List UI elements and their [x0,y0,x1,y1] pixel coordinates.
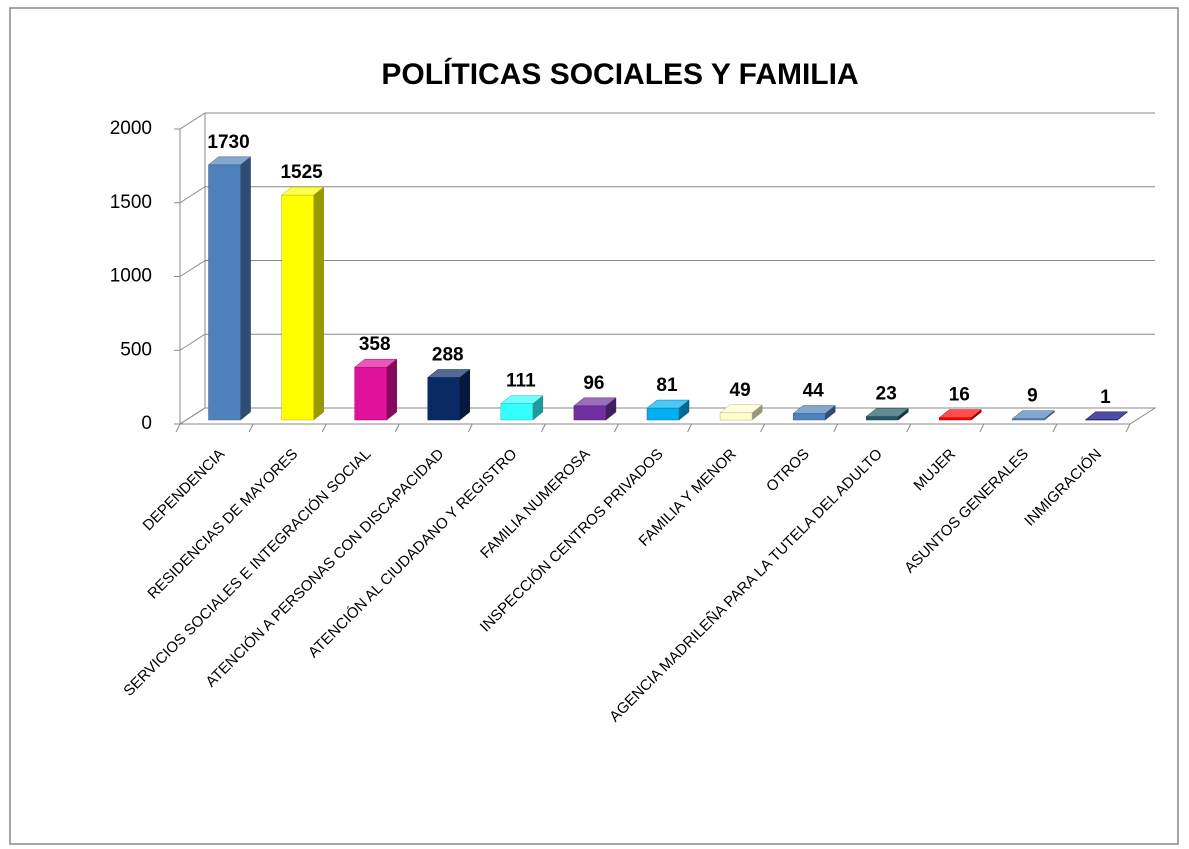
y-tick-label: 1500 [110,192,152,213]
bar-front [865,416,899,421]
bar [646,399,690,421]
bar-side [386,358,397,421]
x-tick-mark [321,423,327,433]
bar-front [281,194,314,421]
bar-side [313,186,324,421]
x-tick-mark [833,423,839,433]
bar-top [938,409,983,418]
x-tick-mark [394,423,400,433]
x-tick-mark [760,423,766,433]
x-tick-mark [540,423,546,433]
bar-front [792,413,826,421]
x-tick-mark [1052,423,1058,433]
x-tick-mark [906,423,912,433]
bar-front [427,377,461,421]
bar-top [353,358,398,368]
bar-front [573,405,607,421]
value-label: 96 [583,373,604,394]
bar-front [208,164,241,421]
bar-side [459,368,471,421]
grid-line [179,260,1155,277]
bar [573,397,617,421]
x-tick-mark [1125,423,1131,433]
bar-front [939,417,972,421]
value-label: 23 [876,384,897,405]
value-label: 81 [656,375,678,396]
x-tick-mark [175,423,181,433]
value-label: 1730 [207,132,249,153]
bar [938,409,983,421]
value-label: 288 [432,345,464,366]
bar-front [719,412,753,421]
bar [719,404,763,421]
x-tick-mark [979,423,985,433]
value-label: 1525 [280,162,323,183]
value-label: 9 [1027,386,1038,407]
bar-front [354,366,387,421]
y-tick-label: 500 [120,339,152,360]
bar-top [207,156,252,166]
bar-top [280,186,325,196]
grid-line [179,112,1155,130]
bar [1011,410,1056,421]
grid-line [179,407,1155,425]
x-tick-mark [614,423,619,433]
bar [427,368,471,421]
y-tick-label: 2000 [110,118,152,139]
bar-top [573,397,617,407]
bar [280,186,325,421]
bar-side [240,156,251,421]
x-tick-mark [467,423,473,433]
bar-top [792,405,836,414]
value-label: 111 [506,371,536,392]
chart-title: POLÍTICAS SOCIALES Y FAMILIA [381,57,858,91]
bar-front [646,407,680,421]
bar-top [865,408,909,417]
bar-top [646,399,690,409]
grid-line [179,186,1155,204]
value-label: 16 [949,385,970,406]
bar [1084,411,1129,421]
bar [207,156,252,421]
value-label: 49 [730,380,751,401]
x-tick-mark [687,423,692,433]
bar [792,404,836,421]
x-tick-mark [248,423,254,433]
grid-line [179,333,1155,351]
value-label: 1 [1100,387,1111,408]
bar-top [500,395,544,404]
bar [865,408,909,421]
bar-front [500,403,534,421]
bar-top [1084,411,1129,421]
value-label: 358 [359,334,391,355]
bar-top [719,404,763,414]
y-tick-label: 1000 [110,266,152,287]
y-tick-label: 0 [141,413,152,434]
bar [500,395,544,421]
chart-border [9,7,1179,845]
bar-top [1011,410,1056,419]
value-label: 44 [803,381,825,402]
bar-top [427,369,471,378]
bar [353,358,398,421]
